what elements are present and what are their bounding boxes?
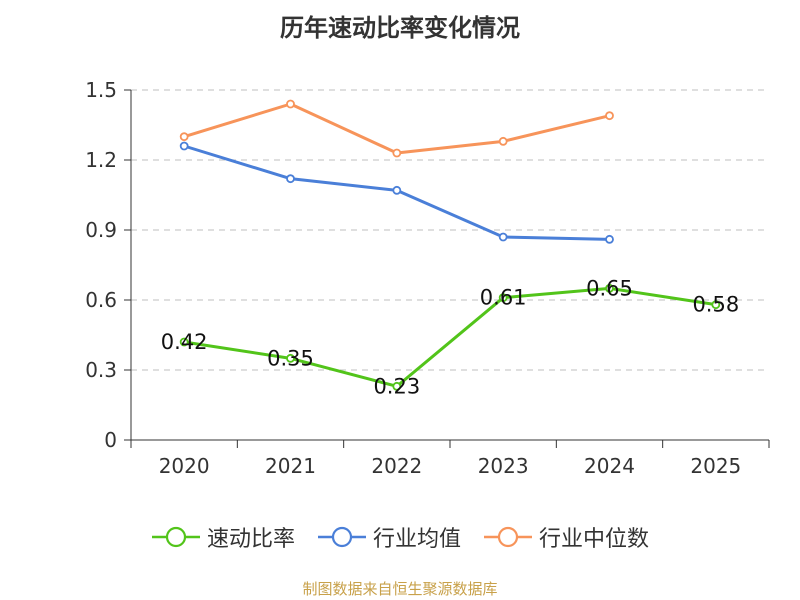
source-note: 制图数据来自恒生聚源数据库 (302, 580, 498, 598)
data-point (286, 353, 295, 363)
data-point (179, 132, 189, 142)
x-tick-label: 2024 (584, 454, 635, 478)
data-point (498, 232, 508, 242)
data-point (711, 300, 721, 310)
data-label: 0.58 (692, 293, 739, 317)
data-point (498, 293, 508, 303)
legend-marker (497, 526, 519, 548)
data-point (392, 381, 402, 391)
data-label: 0.42 (161, 330, 208, 354)
x-tick-label: 2023 (478, 454, 529, 478)
data-point (498, 136, 508, 146)
data-point (605, 111, 614, 121)
data-point (179, 141, 189, 151)
legend-marker (165, 526, 187, 548)
y-tick-label: 0.9 (85, 218, 117, 242)
chart-legend: 速动比率 行业均值 行业中位数 (0, 520, 800, 554)
data-label: 0.35 (267, 346, 314, 370)
legend-marker (331, 526, 353, 548)
y-tick-label: 0.3 (85, 358, 117, 382)
x-tick-label: 2021 (265, 454, 316, 478)
data-point (392, 148, 402, 158)
y-tick-label: 0 (104, 428, 117, 452)
data-point (605, 234, 614, 244)
y-tick-label: 1.2 (85, 148, 117, 172)
series-line-2 (183, 102, 610, 155)
data-point (286, 99, 295, 109)
data-label: 0.23 (373, 374, 420, 398)
legend-item[interactable]: 速动比率 (151, 521, 295, 553)
x-tick-label: 2025 (690, 454, 741, 478)
legend-label: 行业均值 (372, 527, 461, 552)
series-line-0 (183, 286, 717, 388)
x-tick-label: 2020 (159, 454, 210, 478)
data-point (605, 283, 614, 293)
legend-item[interactable]: 行业中位数 (483, 521, 649, 553)
data-label: 0.65 (586, 276, 633, 300)
legend-swatch (484, 526, 532, 548)
data-point (286, 174, 295, 184)
y-tick-label: 1.5 (85, 78, 117, 102)
data-label: 0.61 (480, 286, 527, 310)
legend-label: 行业中位数 (539, 527, 650, 552)
legend-swatch (317, 526, 366, 548)
legend-label: 速动比率 (206, 527, 295, 552)
x-tick-label: 2022 (371, 454, 422, 478)
y-tick-label: 0.6 (85, 288, 117, 312)
data-point (179, 337, 189, 347)
data-point (392, 185, 402, 195)
legend-item[interactable]: 行业均值 (317, 521, 461, 553)
legend-swatch (151, 526, 200, 548)
chart-title: 历年速动比率变化情况 (280, 14, 520, 42)
